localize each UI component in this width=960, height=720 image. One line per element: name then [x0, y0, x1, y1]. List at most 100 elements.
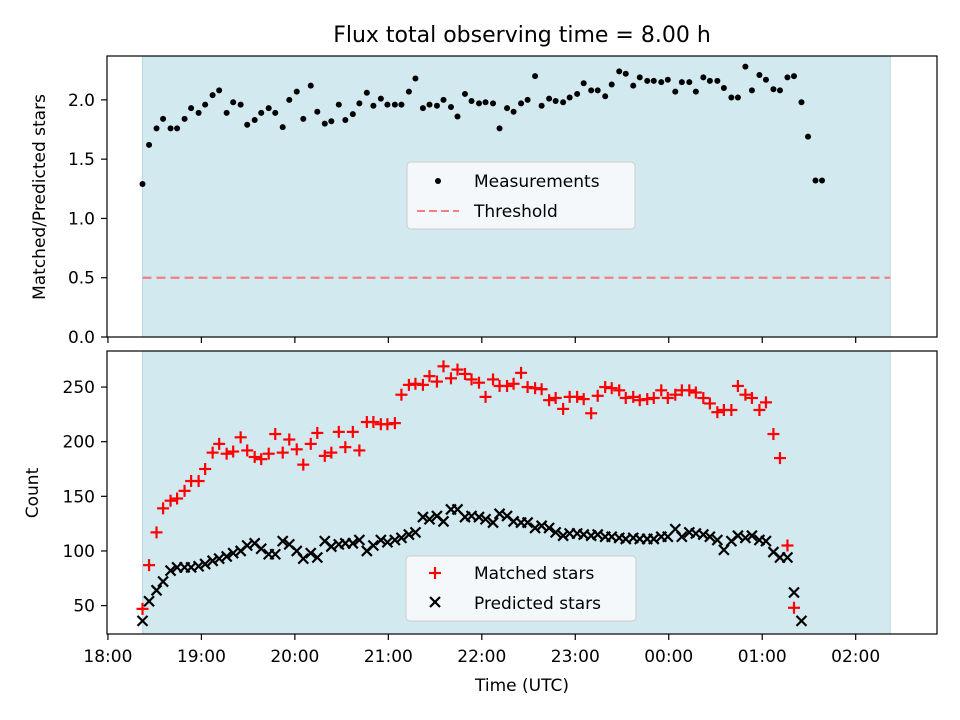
measurement-point [356, 100, 363, 107]
measurement-point [706, 77, 713, 84]
measurement-point [714, 77, 721, 84]
matched-star-marker [192, 475, 205, 488]
x-tick-label: 02:00 [831, 647, 880, 667]
matched-star-marker [571, 390, 584, 403]
matched-star-marker [711, 406, 724, 419]
x-tick-label: 23:00 [551, 647, 600, 667]
measurement-point [538, 102, 545, 109]
measurement-point [658, 79, 665, 86]
matched-star-marker [669, 388, 682, 401]
measurement-point [594, 87, 601, 94]
top-legend: Measurements Threshold [406, 161, 636, 230]
matched-star-marker [479, 390, 492, 403]
measurement-point [342, 117, 349, 124]
matched-star-marker [781, 539, 794, 552]
measurement-point [616, 68, 623, 75]
matched-star-marker [683, 384, 696, 397]
legend-predicted-marker [429, 596, 441, 608]
matched-star-marker [171, 492, 184, 505]
measurement-point [720, 85, 727, 92]
measurement-point [146, 141, 153, 148]
measurement-point [748, 87, 755, 94]
predicted-star-marker [479, 513, 492, 526]
matched-star-marker [353, 444, 366, 457]
predicted-star-marker [760, 535, 772, 547]
matched-star-marker [535, 383, 548, 396]
matched-star-marker [507, 377, 520, 390]
measurement-point [482, 99, 489, 106]
x-tick-label: 00:00 [644, 647, 693, 667]
predicted-star-marker [353, 534, 366, 546]
measurement-point [153, 125, 160, 132]
top-plot-frame [106, 55, 938, 338]
matched-star-marker [178, 484, 191, 497]
bottom-y-axis-label: Count [23, 467, 43, 518]
top-panel: 0.00.51.01.52.0 Matched/Predicted stars … [30, 55, 938, 348]
measurement-point [167, 125, 174, 132]
measurement-point [518, 100, 525, 107]
measurement-point [552, 98, 559, 105]
predicted-star-marker [395, 532, 408, 544]
measurement-point [398, 101, 405, 108]
predicted-star-marker [529, 522, 541, 534]
matched-star-marker [157, 502, 170, 515]
measurement-point [314, 108, 321, 115]
x-tick-label: 20:00 [270, 647, 319, 667]
predicted-star-marker [437, 515, 450, 528]
predicted-star-marker [549, 526, 562, 539]
matched-star-marker [753, 404, 766, 417]
measurement-point [230, 99, 237, 106]
predicted-star-marker [136, 615, 149, 627]
matched-star-marker [297, 458, 310, 471]
bottom-y-axis: 50 100 150 200 250 [63, 378, 107, 617]
measurement-point [798, 99, 805, 106]
x-tick-label: 19:00 [177, 647, 226, 667]
measurement-point [756, 71, 763, 78]
predicted-star-marker [795, 615, 808, 627]
x-tick-label: 18:00 [83, 647, 132, 667]
matched-star-marker [557, 402, 570, 415]
measurement-point [790, 73, 797, 80]
matched-star-marker [304, 437, 317, 450]
measurement-point [237, 101, 244, 108]
measurement-point [490, 100, 497, 107]
measurement-point [405, 88, 412, 95]
matched-star-marker [487, 373, 500, 386]
matched-star-marker [647, 391, 660, 404]
matched-star-marker [395, 388, 408, 401]
x-tick-label: 21:00 [364, 647, 413, 667]
measurement-point [370, 102, 377, 109]
matched-star-marker [346, 425, 359, 438]
matched-stars-points [136, 360, 800, 615]
measurement-point [244, 121, 251, 128]
measurement-point [468, 98, 475, 105]
matched-star-marker [773, 452, 786, 465]
measurement-point [202, 101, 209, 108]
matched-star-marker [234, 431, 247, 444]
legend-threshold-label: Threshold [473, 202, 558, 222]
measurement-point [532, 73, 539, 80]
matched-star-marker [591, 389, 604, 402]
matched-star-marker [290, 443, 303, 456]
measurement-point [650, 77, 657, 84]
matched-star-marker [269, 428, 282, 441]
top-y-tick-label: 1.0 [68, 209, 95, 229]
measurement-point [384, 101, 391, 108]
matched-star-marker [655, 384, 668, 397]
top-y-tick-label: 1.5 [68, 150, 95, 170]
measurement-point [524, 96, 531, 103]
measurement-point [265, 105, 272, 112]
bottom-panel: 50 100 150 200 250 18:00 19:00 20:00 21:00 22:00… [23, 350, 938, 696]
predicted-star-marker [375, 534, 387, 546]
matched-star-marker [143, 559, 156, 572]
matched-star-marker [515, 366, 528, 379]
predicted-star-marker [164, 564, 177, 577]
measurement-point [580, 80, 587, 87]
predicted-star-marker [409, 526, 422, 539]
predicted-star-marker [521, 516, 534, 529]
matched-star-marker [423, 370, 436, 383]
measurement-point [300, 115, 307, 122]
measurement-point [174, 125, 181, 132]
matched-star-marker [501, 379, 514, 392]
measurement-point [181, 115, 188, 122]
